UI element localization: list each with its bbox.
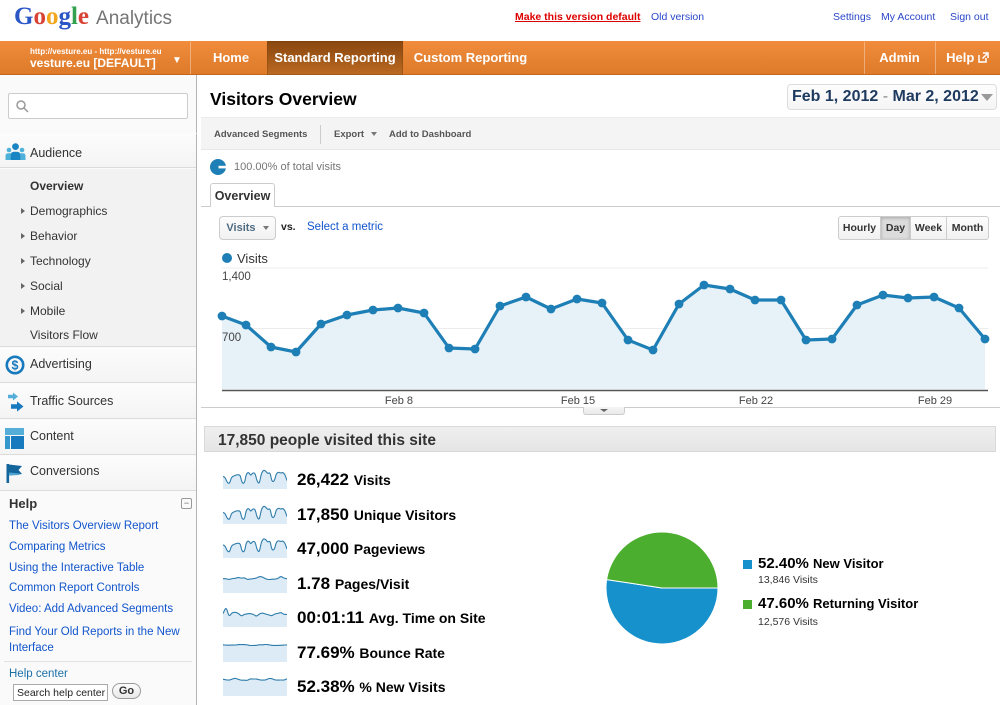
svg-text:700: 700 — [222, 332, 241, 344]
svg-text:Feb 29: Feb 29 — [918, 395, 952, 407]
svg-text:Feb 8: Feb 8 — [385, 395, 413, 407]
svg-text:1,400: 1,400 — [222, 271, 251, 283]
svg-text:Feb 22: Feb 22 — [739, 395, 773, 407]
svg-text:Visits: Visits — [237, 251, 268, 266]
svg-text:Feb 15: Feb 15 — [561, 395, 595, 407]
svg-text:$: $ — [12, 359, 19, 373]
